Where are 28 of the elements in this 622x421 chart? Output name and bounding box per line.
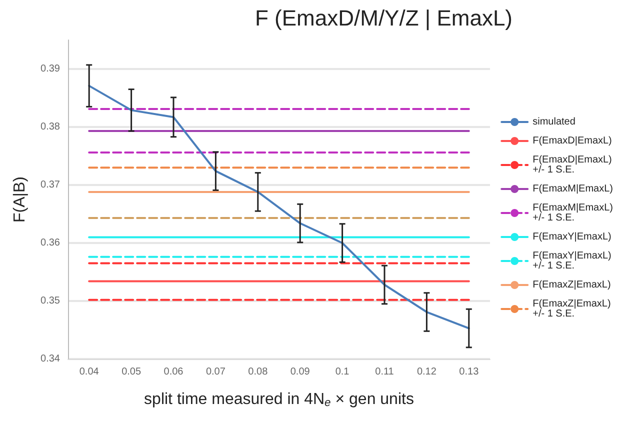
y-tick-label: 0.39 [40, 64, 60, 74]
y-tick-label: 0.34 [40, 354, 60, 364]
x-tick-label: 0.1 [335, 366, 350, 378]
y-tick-label: 0.36 [40, 238, 60, 248]
x-tick-label: 0.13 [459, 366, 480, 378]
y-tick-label: 0.38 [40, 122, 60, 132]
x-tick-label: 0.04 [79, 366, 100, 378]
line-series [88, 84, 470, 330]
x-tick-label: 0.09 [290, 366, 310, 378]
y-axis-title: F(A|B) [12, 176, 28, 222]
legend-label: F(EmaxM|EmaxL) +/- 1 S.E. [532, 202, 614, 224]
legend-label: F(EmaxD|EmaxL) [532, 136, 612, 146]
y-tick-label: 0.37 [40, 180, 60, 190]
legend-label: F(EmaxM|EmaxL) [532, 184, 614, 194]
chart-title: F (EmaxD/M/Y/Z | EmaxL) [255, 6, 513, 30]
x-tick-label: 0.11 [375, 366, 394, 378]
legend-label: F(EmaxZ|EmaxL) [532, 280, 611, 290]
x-tick-label: 0.08 [248, 366, 268, 378]
y-tick-label: 0.35 [40, 296, 60, 306]
x-tick-label: 0.07 [206, 366, 226, 378]
x-tick-label: 0.12 [416, 366, 437, 378]
x-tick-label: 0.06 [164, 366, 184, 378]
legend-label: F(EmaxD|EmaxL) +/- 1 S.E. [532, 154, 612, 176]
legend-label: simulated [532, 116, 576, 128]
legend-label: F(EmaxZ|EmaxL) +/- 1 S.E. [532, 298, 611, 320]
legend-label: F(EmaxY|EmaxL) [532, 232, 612, 242]
x-tick-label: 0.05 [122, 366, 142, 378]
legend-label: F(EmaxY|EmaxL) +/- 1 S.E. [532, 250, 612, 272]
